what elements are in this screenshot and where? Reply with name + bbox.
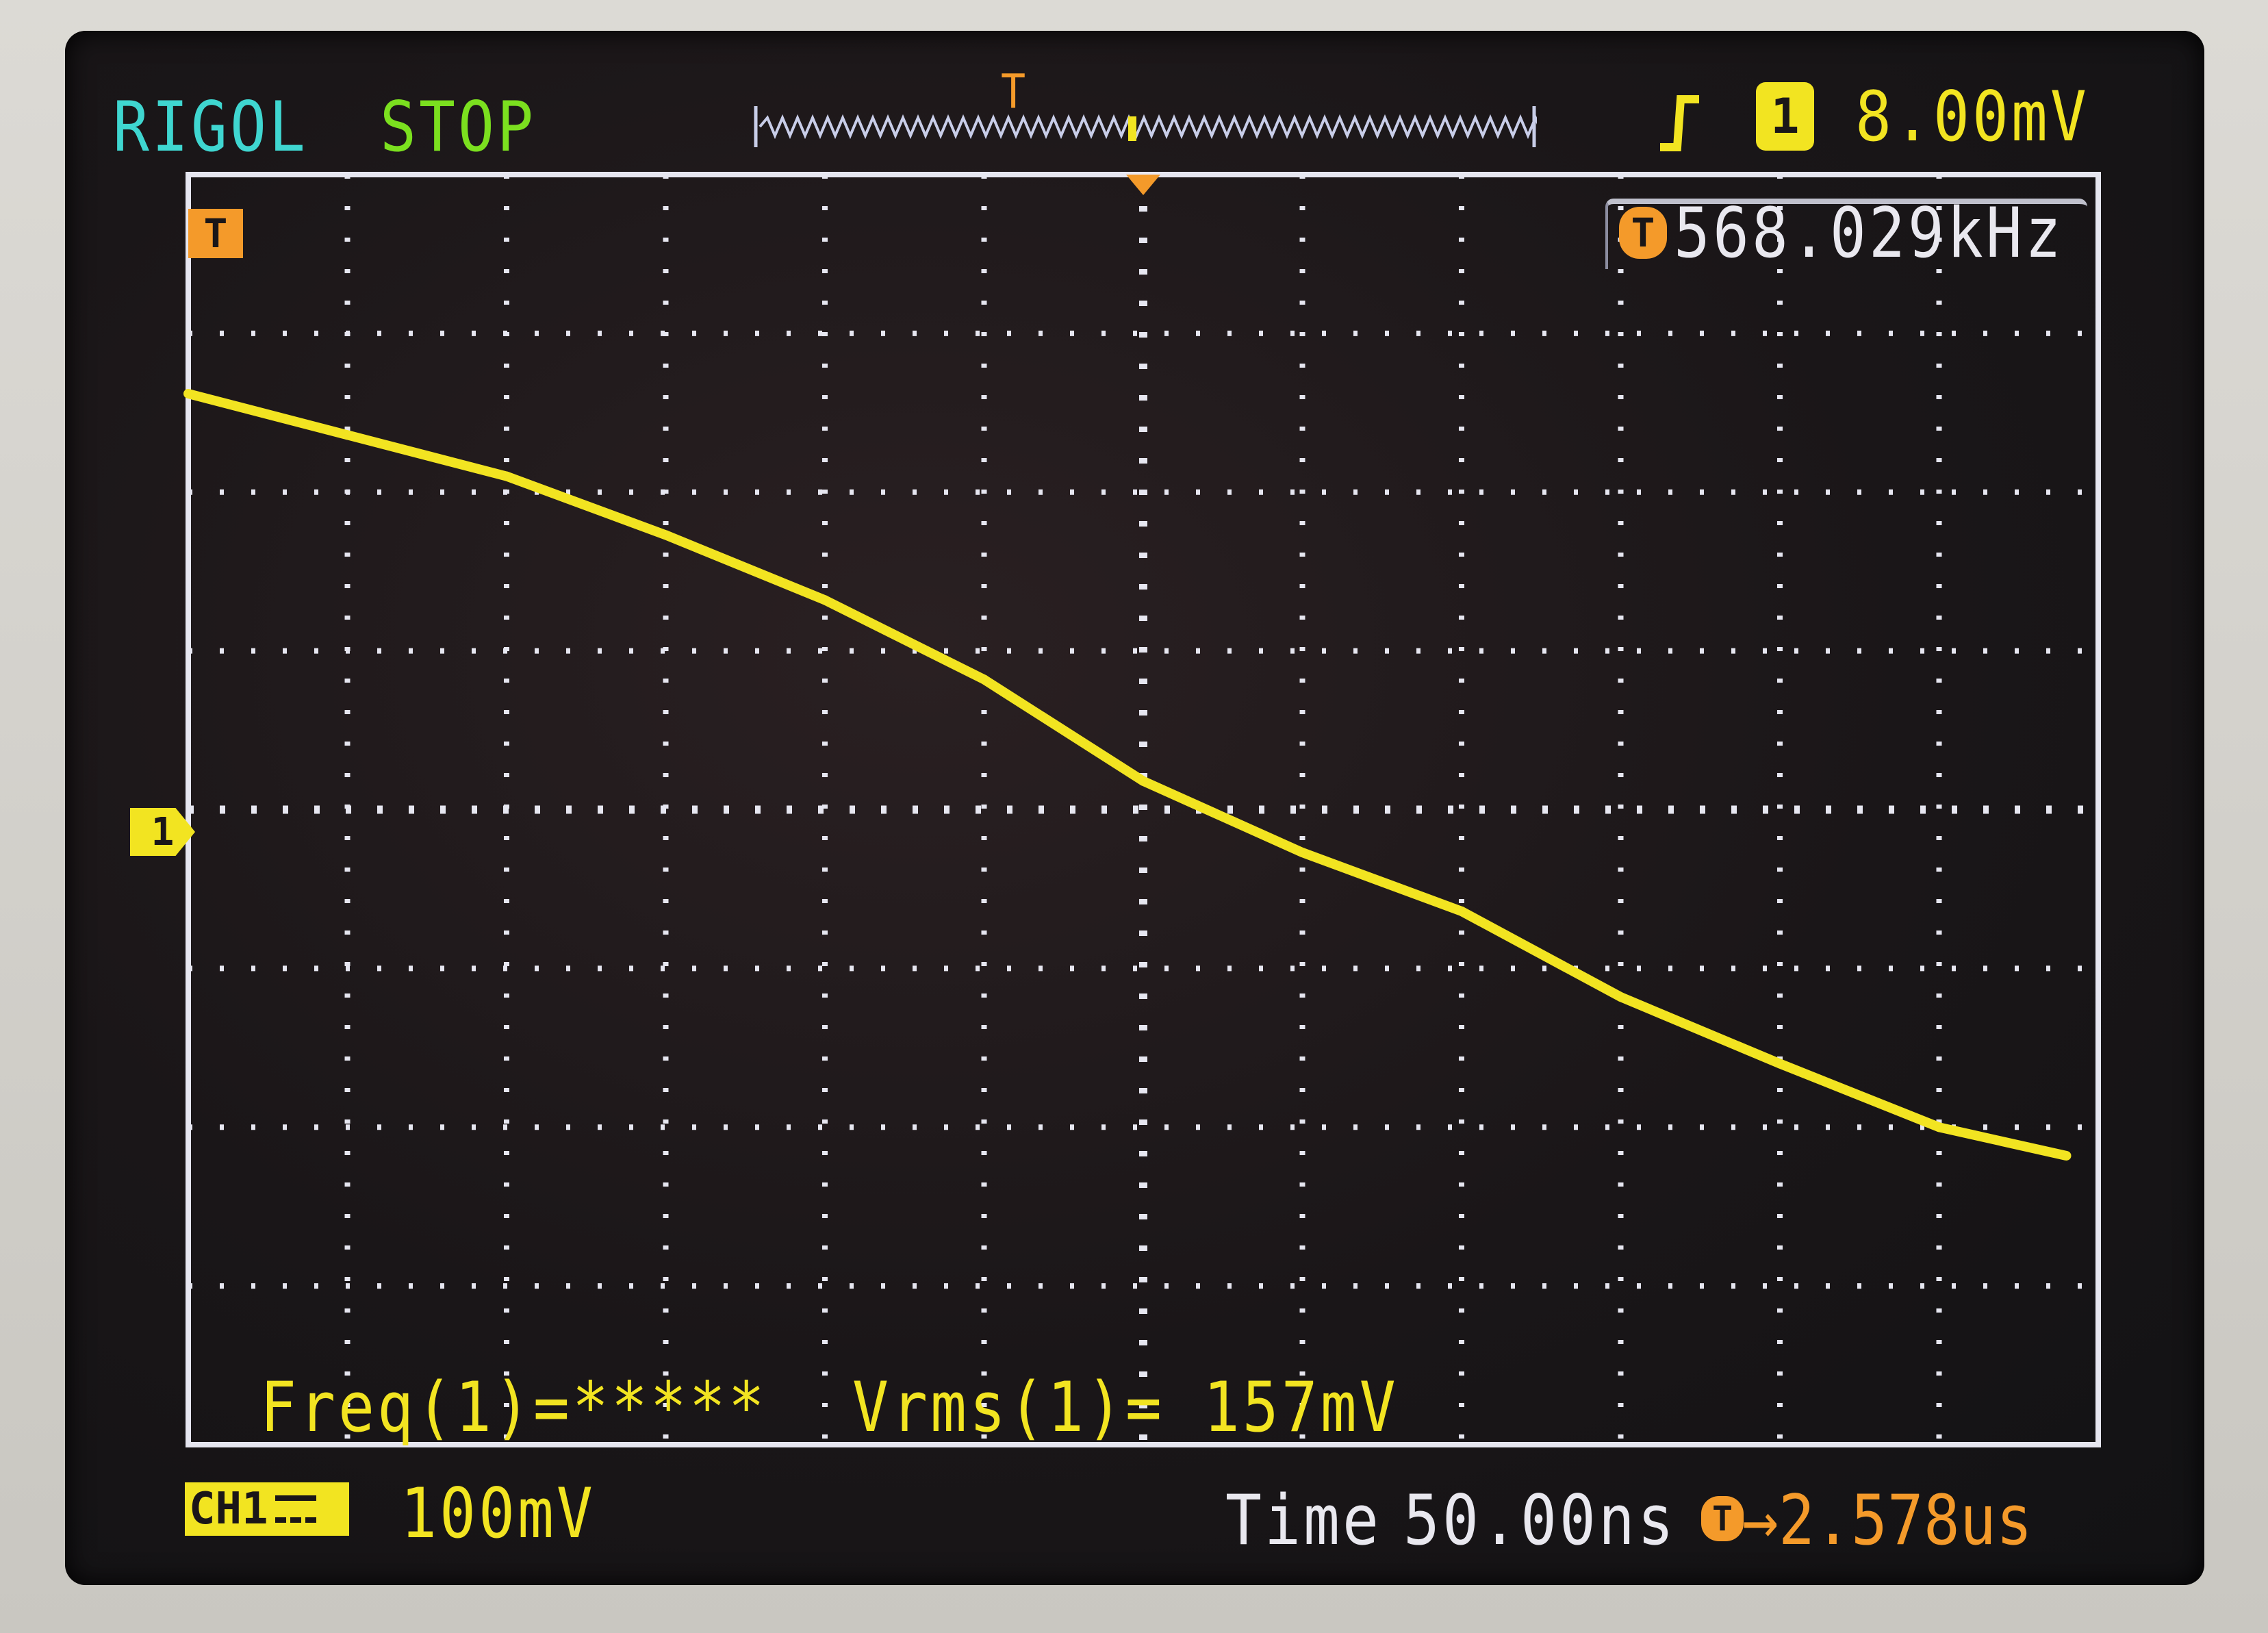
trigger-offset[interactable]: →2.578us <box>1742 1479 2033 1561</box>
measurement-freq: Freq(1)=***** <box>260 1366 767 1448</box>
trace-point <box>979 674 989 685</box>
trigger-level[interactable]: 8.00mV <box>1855 75 2089 157</box>
trace-point <box>1616 992 1626 1002</box>
brand-label: RIGOL <box>113 86 308 168</box>
trace-point <box>1934 1122 1944 1132</box>
trace-point <box>1775 1059 1785 1069</box>
trace-point <box>1457 906 1466 916</box>
volts-per-div[interactable]: 100mV <box>400 1472 596 1554</box>
channel1-badge[interactable]: CH1 <box>185 1482 349 1536</box>
trigger-position-arrow <box>1126 175 1160 195</box>
frequency-counter-icon: T <box>1619 207 1667 259</box>
trace-point <box>502 471 511 481</box>
time-label: Time <box>1225 1479 1381 1561</box>
measurement-vrms: Vrms(1)= 157mV <box>852 1366 1399 1448</box>
trace-point <box>661 530 671 540</box>
trigger-source-badge: 1 <box>1756 82 1814 151</box>
dc-coupling-icon <box>275 1495 316 1523</box>
rising-edge-icon <box>1660 95 1699 151</box>
trace-point <box>1297 848 1308 858</box>
trigger-time-marker: T <box>188 209 243 258</box>
channel1-trace <box>187 389 2068 1161</box>
frequency-counter-box <box>1605 199 2087 269</box>
frequency-counter-value: 568.029kHz <box>1674 192 2064 274</box>
trace-point <box>820 595 830 605</box>
trace-point <box>2061 1150 2072 1161</box>
time-per-div[interactable]: 50.00ns <box>1403 1479 1677 1561</box>
channel1-label: CH1 <box>189 1484 268 1534</box>
trace-point <box>342 430 353 440</box>
trace-point <box>1138 776 1148 786</box>
trace-point <box>183 388 193 398</box>
trigger-offset-icon: T <box>1701 1496 1744 1541</box>
run-state-label[interactable]: STOP <box>380 86 536 168</box>
trigger-position-marker: T <box>1001 64 1029 120</box>
memory-depth-bar <box>754 106 1537 147</box>
